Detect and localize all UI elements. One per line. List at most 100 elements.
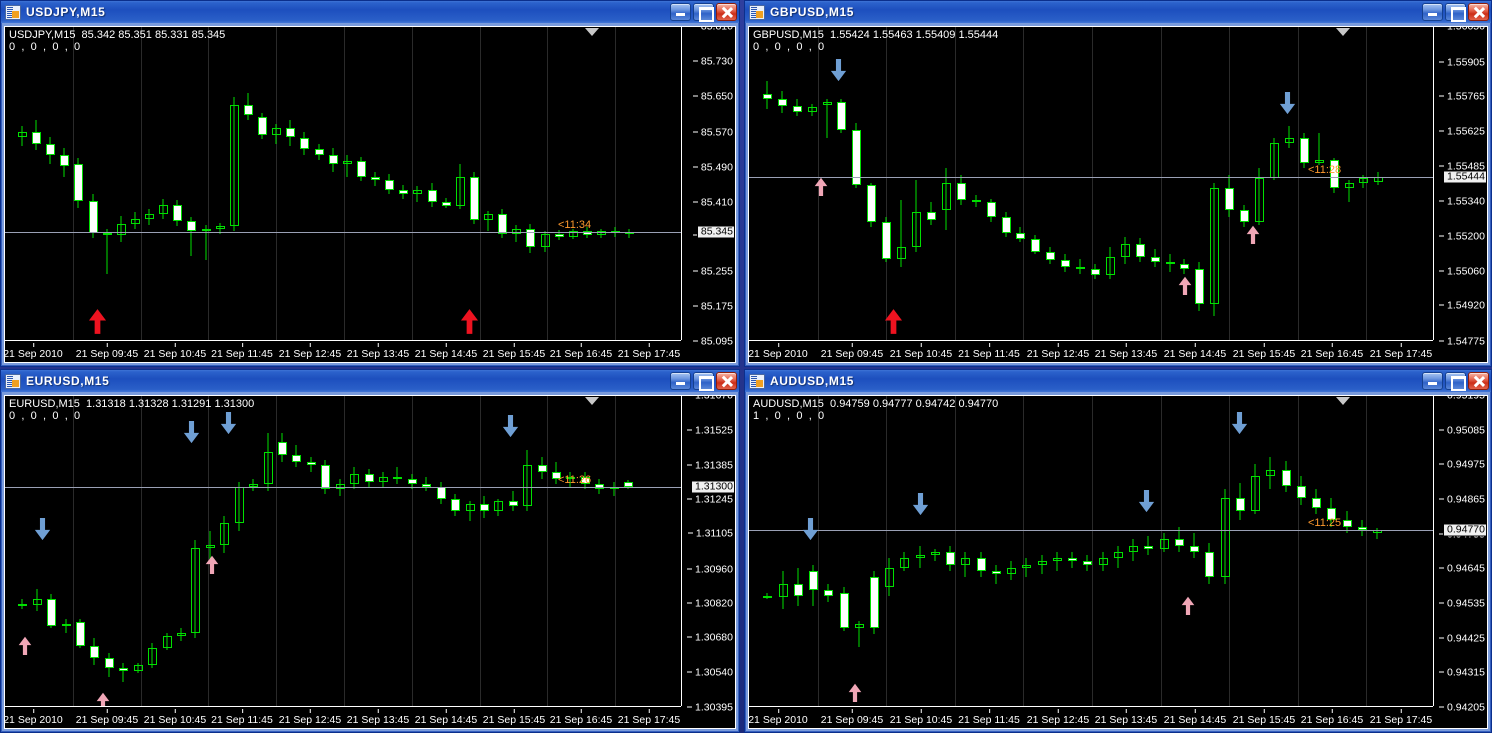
time-axis-audusd[interactable]: 21 Sep 2010 21 Sep 09:45 21 Sep 10:45 21 Se… [749,706,1433,728]
tick-dash [445,709,447,713]
candle [349,396,359,708]
candle-body [328,154,338,164]
price-tick: 0.94535 [1439,598,1485,610]
close-button[interactable] [1468,372,1489,390]
candle-body [469,176,479,220]
candle-body [356,161,366,177]
tick-dash [1439,200,1445,202]
candle-body [1143,545,1153,549]
candle [1098,396,1108,708]
close-button[interactable] [716,3,737,21]
tick-dash [1439,26,1444,27]
close-button[interactable] [1468,3,1489,21]
tick-dash [687,671,693,673]
candle-wick [21,599,23,609]
tick-dash [377,709,379,713]
price-axis-gbpusd[interactable]: 1.56050 1.55905 1.55765 1.55625 1.55485 1.553… [1433,27,1487,347]
tick-dash [1439,429,1445,431]
min-icon [1423,4,1442,20]
gridline-vertical [1023,27,1024,340]
minimize-button[interactable] [670,3,691,21]
chart-area-gbpusd[interactable]: <11:28 GBPUSD,M15 1.55424 1.55463 1.55409… [748,26,1488,363]
marker-blue-down [802,518,819,541]
maximize-button[interactable] [693,3,714,22]
candle-body [370,176,380,181]
time-tick: 21 Sep 16:45 [550,343,612,360]
titlebar-gbpusd[interactable]: GBPUSD,M15 [745,1,1491,23]
candle [911,27,921,342]
candle [450,396,460,708]
price-axis-eurusd[interactable]: 1.31670 1.31525 1.31385 1.31245 1.31105 1.309… [681,396,735,713]
candle [522,396,532,708]
time-axis-gbpusd[interactable]: 21 Sep 2010 21 Sep 09:45 21 Sep 10:45 21 Se… [749,340,1433,362]
close-button[interactable] [716,372,737,390]
maximize-button[interactable] [693,372,714,391]
tick-dash [174,709,176,713]
candle-body [1239,209,1249,223]
candle [89,396,99,708]
candle-wick [209,530,211,560]
candle-body [427,190,437,203]
candle [31,27,41,342]
minimize-button[interactable] [1422,3,1443,21]
price-axis-usdjpy[interactable]: 85.810 85.730 85.650 85.570 85.490 85.410 85.3… [681,27,735,347]
tick-dash [1439,95,1445,97]
candle [624,27,634,342]
titlebar-eurusd[interactable]: EURUSD,M15 [1,370,739,392]
candle-body [229,105,239,227]
candle [839,396,849,708]
candle-body [59,154,69,166]
maximize-button[interactable] [1445,3,1466,22]
chart-area-audusd[interactable]: <11:25 AUDUSD,M15 0.94759 0.94777 0.94742… [748,395,1488,729]
tick-dash [377,343,379,347]
candle-body [257,117,267,135]
candle-body [335,484,345,489]
price-tick: 85.650 [692,91,733,103]
candle [299,27,309,342]
candle [1284,27,1294,342]
candle [1052,396,1062,708]
price-axis-audusd[interactable]: 0.951950.950850.949750.948650.947550.946… [1433,396,1487,713]
candle-body [436,486,446,499]
candle [479,396,489,708]
candle-body [792,106,802,113]
candle-wick [1117,545,1119,568]
candle-body [1265,470,1275,477]
candle [1239,27,1249,342]
candle-body [89,645,99,658]
candle-body [971,199,981,203]
gridline-vertical [73,396,74,706]
titlebar-audusd[interactable]: AUDUSD,M15 [745,370,1491,392]
maximize-button[interactable] [1445,372,1466,391]
candle-body [31,131,41,144]
titlebar-usdjpy[interactable]: USDJPY,M15 [1,1,739,23]
candle [930,396,940,708]
time-tick: 21 Sep 17:45 [1370,343,1432,360]
candle [378,396,388,708]
candle-body [271,128,281,135]
gridline-vertical [886,27,887,340]
candle [1113,396,1123,708]
max-icon [694,4,714,22]
chart-top-marker [1336,28,1350,36]
window-buttons [1422,372,1489,391]
candle-body [306,462,316,465]
time-axis-eurusd[interactable]: 21 Sep 2010 21 Sep 09:45 21 Sep 10:45 21 Se… [5,706,681,728]
candle [915,396,925,708]
candle [1105,27,1115,342]
candle-wick [223,515,225,553]
chart-area-usdjpy[interactable]: <11:34 USDJPY,M15 85.342 85.351 85.331 85… [4,26,736,363]
price-tick: 1.56050 [1447,27,1485,33]
time-axis-usdjpy[interactable]: 21 Sep 2010 21 Sep 09:45 21 Sep 10:45 21 Se… [5,340,681,362]
candle-wick [346,154,348,177]
candle-wick [382,471,384,487]
chart-area-eurusd[interactable]: <11:26 EURUSD,M15 1.31318 1.31328 1.31291… [4,395,736,729]
minimize-button[interactable] [670,372,691,390]
candle-wick [166,633,168,651]
price-tick: 1.31670 [695,396,733,402]
minimize-button[interactable] [1422,372,1443,390]
candle-body [483,213,493,220]
tick-dash [1439,602,1445,604]
gridline-vertical [1366,27,1367,340]
candle-body [623,482,633,487]
